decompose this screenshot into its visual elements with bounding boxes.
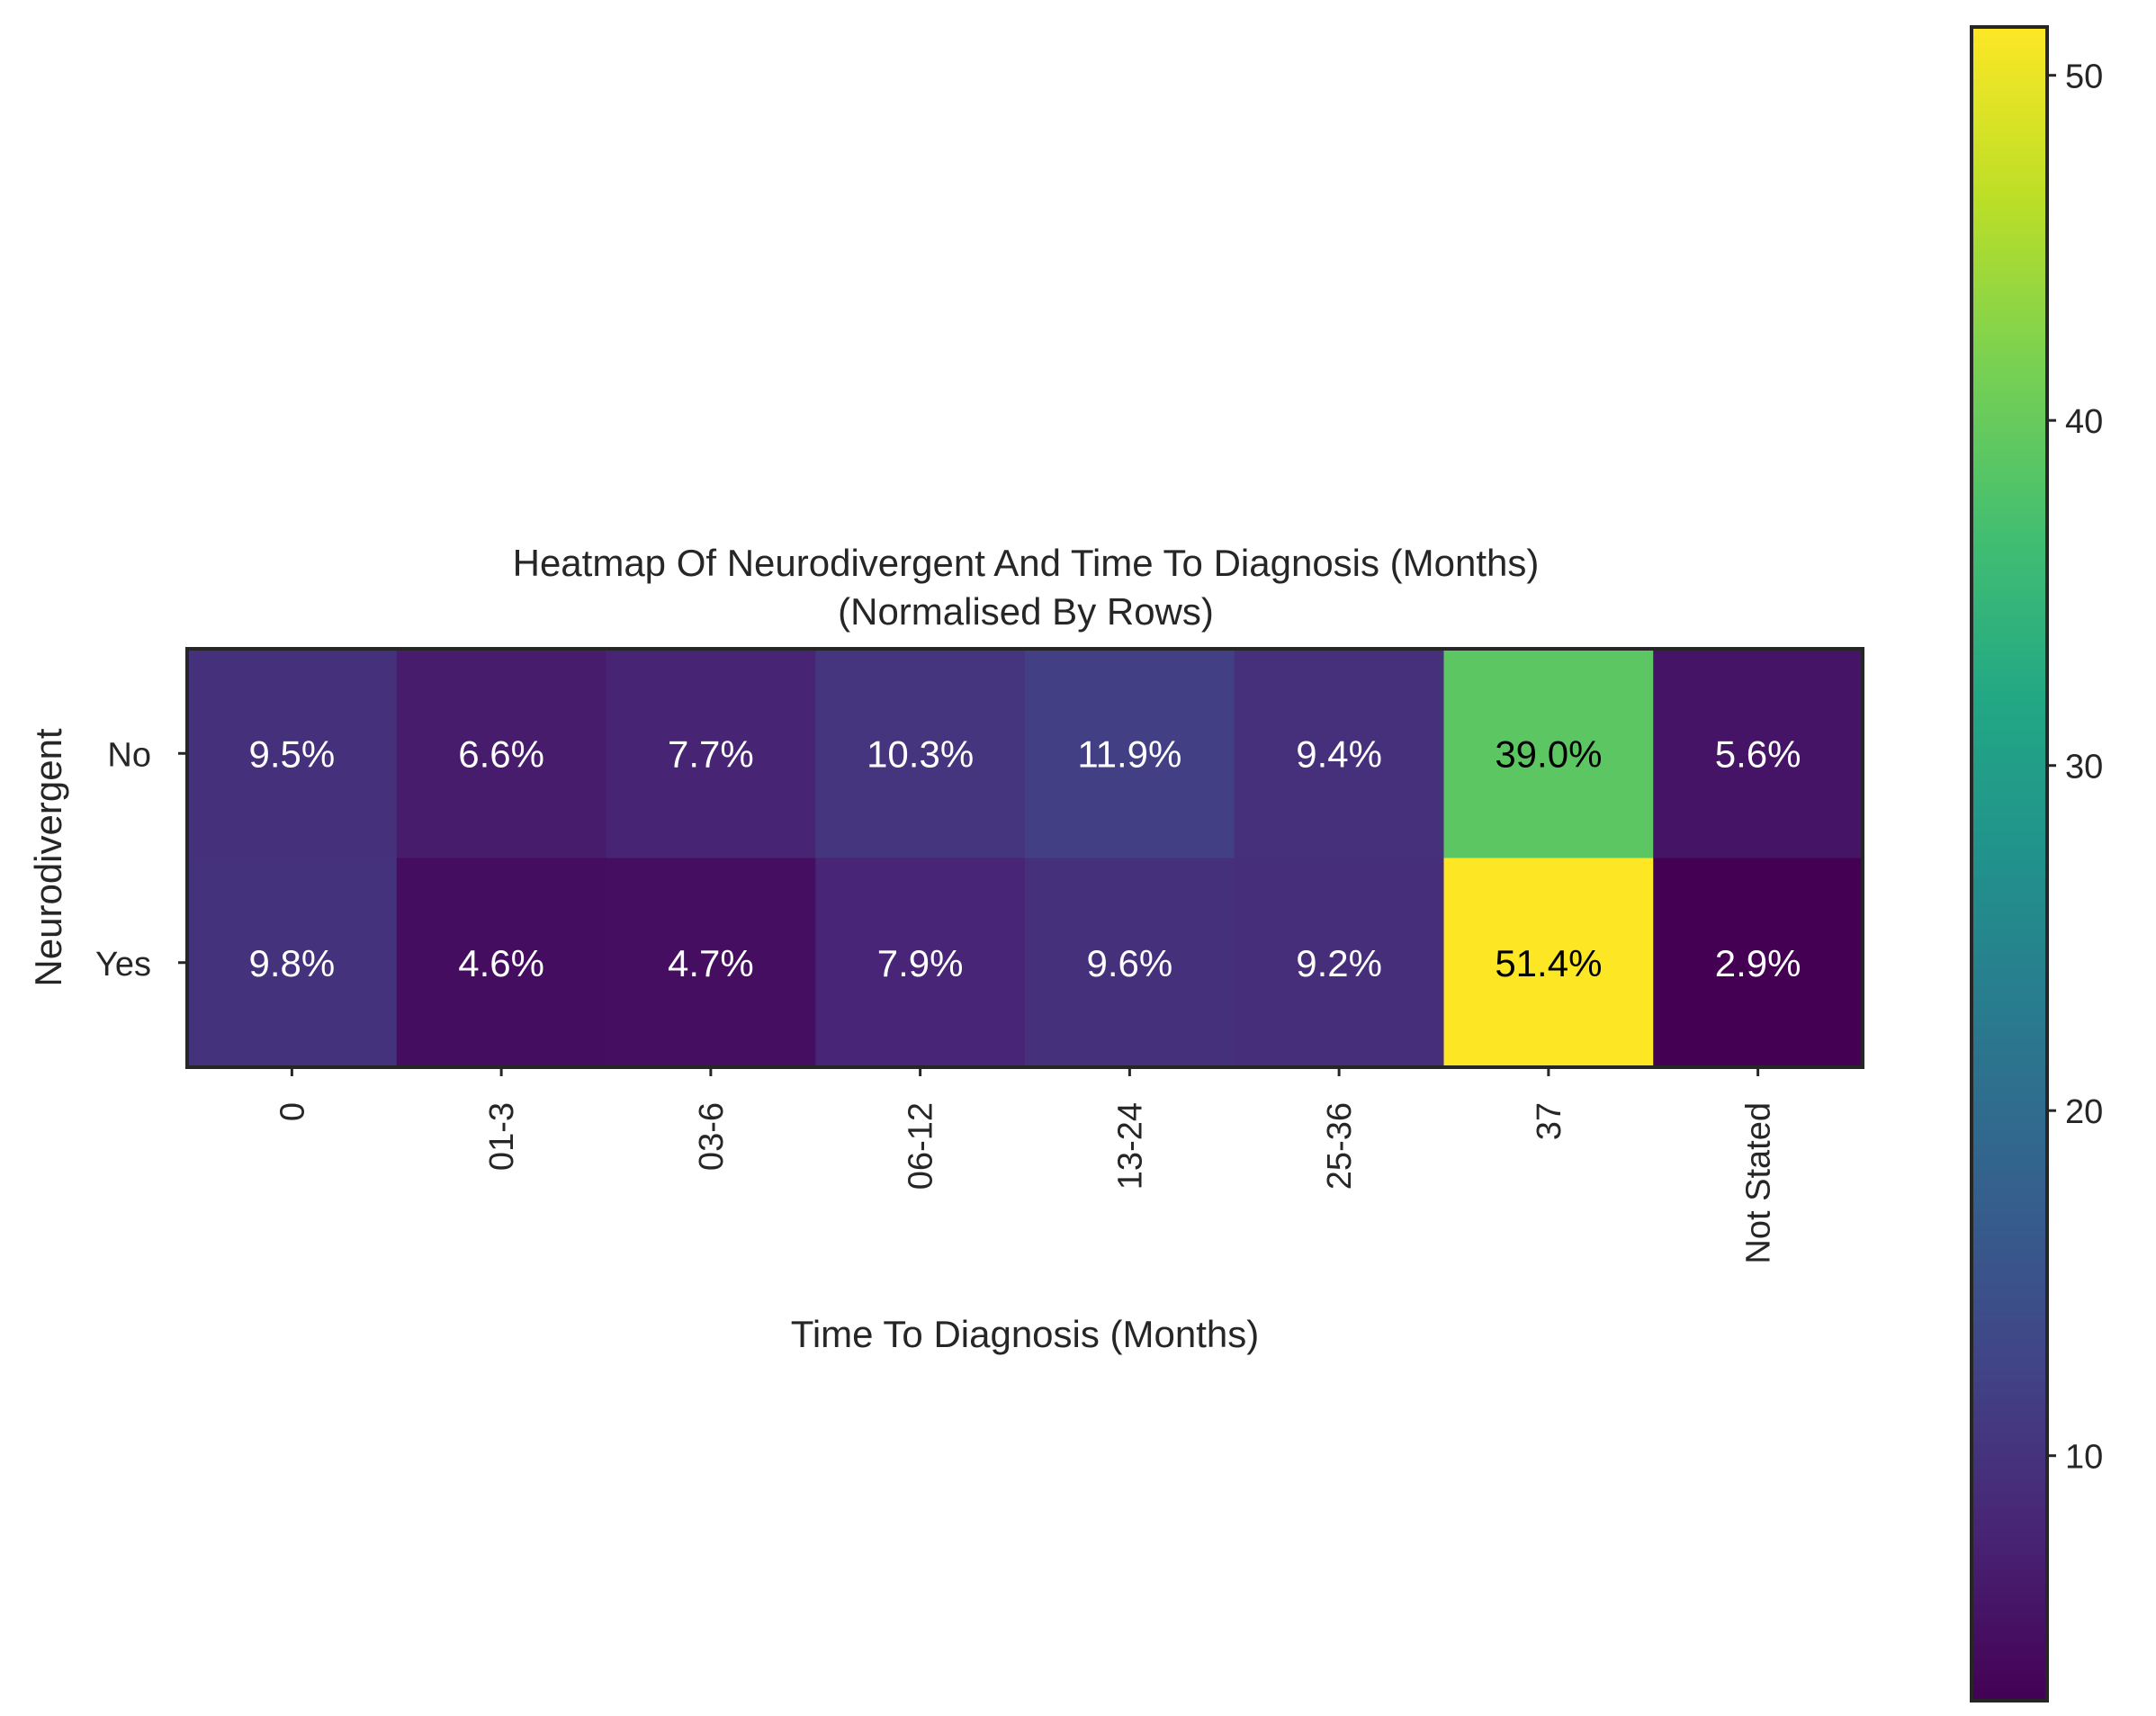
x-tick-label: 13-24 [1111, 1102, 1149, 1190]
cell-value-label: 4.6% [458, 942, 544, 984]
x-tick-label: 06-12 [903, 1102, 940, 1190]
x-tick-label: 37 [1531, 1102, 1568, 1140]
cell-value-label: 6.6% [458, 732, 544, 775]
cell-value-label: 9.4% [1296, 732, 1382, 775]
cell-value-label: 5.6% [1715, 732, 1801, 775]
colorbar-tick-label: 20 [2065, 1093, 2103, 1131]
x-tick-label: Not Stated [1740, 1102, 1778, 1264]
y-tick-label: No [107, 736, 151, 774]
cell-value-label: 10.3% [867, 732, 974, 775]
heatmap-cell [1025, 649, 1235, 859]
x-tick-label: 03-6 [693, 1102, 731, 1171]
cell-value-label: 9.5% [249, 732, 336, 775]
chart-title: Heatmap Of Neurodivergent And Time To Di… [513, 542, 1540, 584]
cell-value-label: 7.7% [668, 732, 754, 775]
y-axis-label: Neurodivergent [27, 728, 69, 987]
heatmap-cell [1234, 858, 1445, 1068]
colorbar-tick-label: 10 [2065, 1439, 2103, 1477]
colorbar-tick-label: 50 [2065, 58, 2103, 96]
cell-value-label: 4.7% [668, 942, 754, 984]
colorbar-tick-label: 30 [2065, 749, 2103, 786]
chart-subtitle: (Normalised By Rows) [838, 590, 1214, 633]
colorbar-tick-label: 40 [2065, 403, 2103, 441]
heatmap-cell [396, 649, 607, 859]
colorbar-frame [1970, 25, 2049, 1703]
heatmap-cell [1443, 649, 1654, 859]
cell-value-label: 39.0% [1495, 732, 1602, 775]
cell-value-label: 9.6% [1087, 942, 1173, 984]
heatmap-cell [1653, 649, 1864, 859]
heatmap-cells [187, 649, 1864, 1068]
y-tick-label: Yes [95, 946, 151, 984]
heatmap-cell [606, 858, 816, 1068]
cell-value-label: 2.9% [1715, 942, 1801, 984]
cell-value-label: 11.9% [1077, 732, 1181, 775]
cell-value-label: 7.9% [877, 942, 964, 984]
cell-value-label: 9.2% [1296, 942, 1382, 984]
heatmap-cell [1025, 858, 1235, 1068]
heatmap-cell [396, 858, 607, 1068]
heatmap-cell [1653, 858, 1864, 1068]
heatmap-cell [815, 649, 1026, 859]
x-tick-label: 25-36 [1321, 1102, 1359, 1190]
heatmap-frame [185, 647, 1864, 1069]
x-tick-label: 0 [274, 1102, 311, 1121]
x-tick-labels: 0 01-3 03-6 06-12 13-24 25-36 37 Not Stated [274, 1067, 1778, 1264]
heatmap-cell-labels: 9.5% 6.6% 7.7% 10.3% 11.9% 9.4% 39.0% 5.6% 9.8% 4… [249, 732, 1801, 984]
x-tick-label: 01-3 [483, 1102, 521, 1171]
heatmap-cell [606, 649, 816, 859]
colorbar [1972, 27, 2047, 1701]
heatmap-cell [1443, 858, 1654, 1068]
heatmap-cell [815, 858, 1026, 1068]
heatmap-cell [1234, 649, 1445, 859]
cell-value-label: 51.4% [1495, 942, 1602, 984]
colorbar-ticks: 10 20 30 40 50 [2047, 58, 2103, 1477]
cell-value-label: 9.8% [249, 942, 336, 984]
heatmap-cell [187, 858, 398, 1068]
x-axis-label: Time To Diagnosis (Months) [791, 1313, 1260, 1355]
y-tick-labels: No Yes [95, 736, 187, 984]
heatmap-cell [187, 649, 398, 859]
